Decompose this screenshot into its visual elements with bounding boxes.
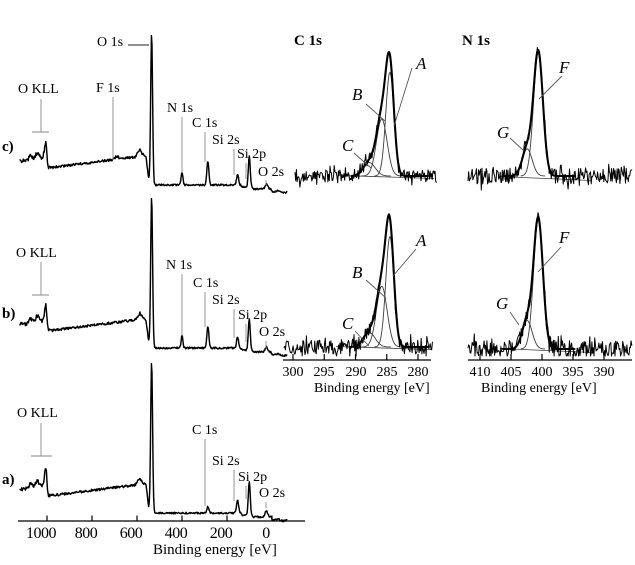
survey-tick-200: 200	[209, 525, 233, 542]
panel-label-b: b)	[2, 306, 16, 322]
survey-tick-400: 400	[164, 525, 188, 542]
fit-title-n1s: N 1s	[462, 33, 490, 49]
peak-label-c-okll: O KLL	[18, 82, 59, 97]
n1s-tick-395: 395	[562, 365, 584, 380]
component-label-c-bottom: C	[342, 314, 354, 333]
component-label-g-bottom: G	[496, 294, 509, 313]
survey-tick-1000: 1000	[26, 525, 57, 542]
c1s-tick-295: 295	[313, 365, 335, 380]
panel-label-c: c)	[2, 139, 14, 155]
peak-label-b-si2s: Si 2s	[212, 293, 240, 308]
component-label-b-bottom: B	[352, 263, 363, 282]
component-label-a-bottom: A	[416, 231, 427, 250]
peak-label-b-okll: O KLL	[16, 246, 57, 261]
peak-label-c-o2s: O 2s	[258, 165, 285, 180]
peak-label-a-si2s: Si 2s	[212, 454, 240, 469]
peak-label-a-c1s: C 1s	[192, 423, 218, 438]
c1s-xaxis-label: Binding energy [eV]	[314, 381, 430, 396]
peak-label-b-o2s: O 2s	[259, 325, 286, 340]
n1s-tick-410: 410	[469, 365, 491, 380]
peak-label-b-n1s: N 1s	[166, 258, 193, 273]
component-label-a-top: A	[416, 54, 427, 73]
peak-label-b-si2p: Si 2p	[238, 308, 268, 323]
n1s-tick-405: 405	[500, 365, 522, 380]
survey-tick-800: 800	[74, 525, 98, 542]
n1s-tick-400: 400	[531, 365, 553, 380]
peak-label-a-okll: O KLL	[17, 406, 58, 421]
peak-label-c-si2p: Si 2p	[237, 147, 267, 162]
n1s-tick-390: 390	[593, 365, 615, 380]
c1s-tick-285: 285	[376, 365, 398, 380]
survey-tick-600: 600	[119, 525, 143, 542]
peak-label-c-si2s: Si 2s	[212, 133, 240, 148]
c1s-tick-290: 290	[345, 365, 367, 380]
peak-label-b-c1s: C 1s	[193, 276, 219, 291]
peak-label-a-o2s: O 2s	[259, 486, 286, 501]
component-label-f-top: F	[559, 58, 570, 77]
component-label-f-bottom: F	[559, 228, 570, 247]
peak-label-a-si2p: Si 2p	[238, 470, 268, 485]
peak-label-c-o1s: O 1s	[97, 35, 124, 50]
survey-tick-0: 0	[262, 525, 270, 542]
peak-label-c-n1s: N 1s	[167, 101, 194, 116]
component-label-g-top: G	[497, 123, 510, 142]
peak-label-c-f1s: F 1s	[96, 81, 120, 96]
component-label-c-top: C	[342, 136, 354, 155]
n1s-xaxis-label: Binding energy [eV]	[481, 381, 597, 396]
component-label-b-top: B	[352, 85, 363, 104]
peak-label-c-c1s: C 1s	[192, 116, 218, 131]
c1s-tick-280: 280	[407, 365, 429, 380]
survey-xaxis-label: Binding energy [eV]	[153, 542, 277, 558]
panel-label-a: a)	[2, 472, 15, 488]
fit-title-c1s: C 1s	[294, 33, 322, 49]
c1s-tick-300: 300	[282, 365, 304, 380]
